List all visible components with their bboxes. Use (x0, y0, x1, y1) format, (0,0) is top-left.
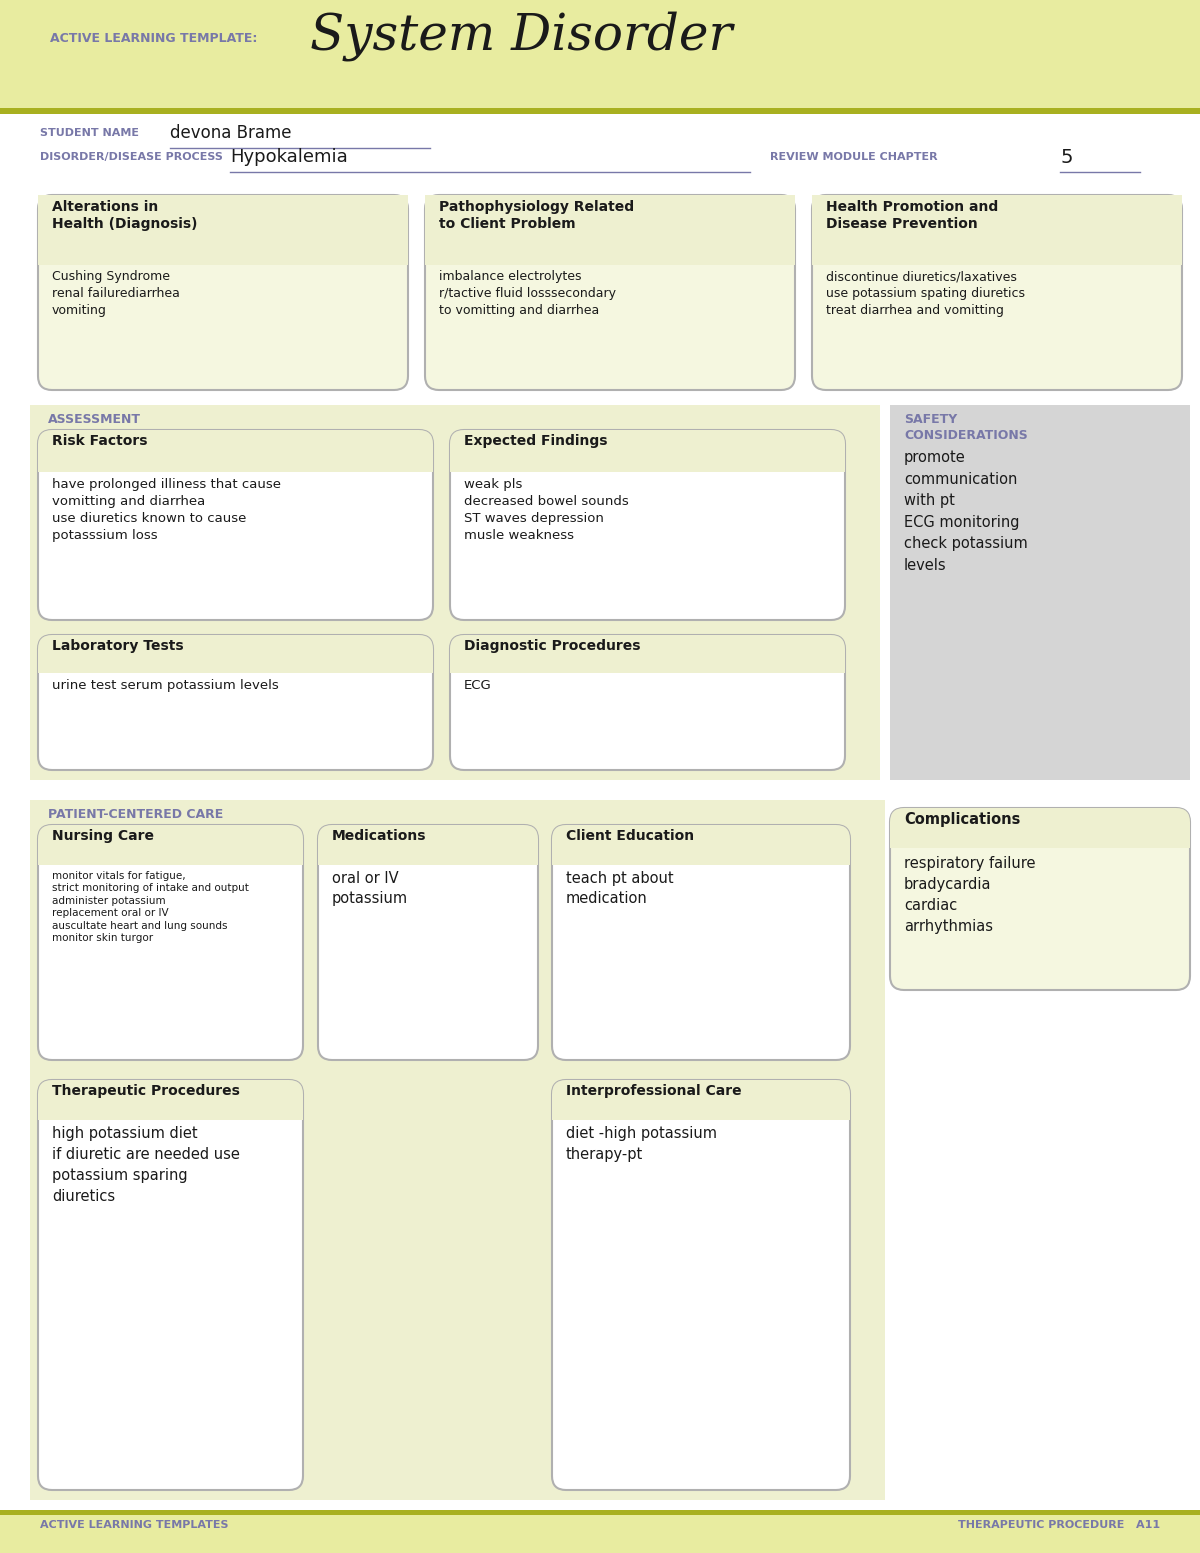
FancyBboxPatch shape (38, 196, 408, 390)
Bar (0, 1510, 1200, 1516)
Text: devona Brame: devona Brame (170, 124, 292, 141)
FancyBboxPatch shape (38, 635, 433, 672)
Text: diet -high potassium
therapy-pt: diet -high potassium therapy-pt (566, 1126, 718, 1162)
Text: System Disorder: System Disorder (310, 11, 732, 61)
Bar (552, 839, 850, 865)
Bar (0, 0, 1200, 109)
Bar (38, 649, 433, 672)
Text: Client Education: Client Education (566, 829, 694, 843)
Text: Therapeutic Procedures: Therapeutic Procedures (52, 1084, 240, 1098)
Bar (30, 800, 886, 1500)
Text: have prolonged illiness that cause
vomitting and diarrhea
use diuretics known to: have prolonged illiness that cause vomit… (52, 478, 281, 542)
FancyBboxPatch shape (425, 196, 796, 266)
Text: Nursing Care: Nursing Care (52, 829, 154, 843)
Text: Risk Factors: Risk Factors (52, 433, 148, 447)
Text: Pathophysiology Related
to Client Problem: Pathophysiology Related to Client Proble… (439, 200, 634, 231)
Bar (38, 1093, 302, 1120)
Bar (318, 839, 538, 865)
Text: oral or IV
potassium: oral or IV potassium (332, 871, 408, 905)
Text: Interprofessional Care: Interprofessional Care (566, 1084, 742, 1098)
Text: SAFETY
CONSIDERATIONS: SAFETY CONSIDERATIONS (904, 413, 1027, 443)
Bar (38, 839, 302, 865)
FancyBboxPatch shape (450, 635, 845, 672)
FancyBboxPatch shape (38, 430, 433, 620)
FancyBboxPatch shape (38, 430, 433, 472)
Text: monitor vitals for fatigue,
strict monitoring of intake and output
administer po: monitor vitals for fatigue, strict monit… (52, 871, 248, 943)
Text: DISORDER/DISEASE PROCESS: DISORDER/DISEASE PROCESS (40, 152, 223, 162)
FancyBboxPatch shape (890, 808, 1190, 848)
Text: Complications: Complications (904, 812, 1020, 828)
Bar (425, 196, 796, 266)
FancyBboxPatch shape (450, 430, 845, 472)
Text: Hypokalemia: Hypokalemia (230, 148, 348, 166)
FancyBboxPatch shape (425, 196, 796, 390)
Text: promote
communication
with pt
ECG monitoring
check potassium
levels: promote communication with pt ECG monito… (904, 450, 1027, 573)
Text: REVIEW MODULE CHAPTER: REVIEW MODULE CHAPTER (770, 152, 937, 162)
Bar (450, 444, 845, 472)
Bar (450, 649, 845, 672)
FancyBboxPatch shape (318, 825, 538, 865)
Text: STUDENT NAME: STUDENT NAME (40, 127, 139, 138)
Text: Health Promotion and
Disease Prevention: Health Promotion and Disease Prevention (826, 200, 998, 231)
FancyBboxPatch shape (38, 1079, 302, 1120)
FancyBboxPatch shape (552, 1079, 850, 1120)
Bar (0, 109, 1200, 113)
Bar (0, 1510, 1200, 1553)
Bar (30, 405, 880, 780)
FancyBboxPatch shape (38, 825, 302, 865)
Text: THERAPEUTIC PROCEDURE   A11: THERAPEUTIC PROCEDURE A11 (958, 1520, 1160, 1530)
Text: high potassium diet
if diuretic are needed use
potassium sparing
diuretics: high potassium diet if diuretic are need… (52, 1126, 240, 1204)
Text: imbalance electrolytes
r/tactive fluid losssecondary
to vomitting and diarrhea: imbalance electrolytes r/tactive fluid l… (439, 270, 616, 317)
Text: ACTIVE LEARNING TEMPLATE:: ACTIVE LEARNING TEMPLATE: (50, 31, 257, 45)
Text: ECG: ECG (464, 679, 492, 693)
Bar (552, 1093, 850, 1120)
FancyBboxPatch shape (552, 825, 850, 865)
Text: Diagnostic Procedures: Diagnostic Procedures (464, 638, 641, 652)
FancyBboxPatch shape (450, 430, 845, 620)
FancyBboxPatch shape (890, 808, 1190, 989)
Text: weak pls
decreased bowel sounds
ST waves depression
musle weakness: weak pls decreased bowel sounds ST waves… (464, 478, 629, 542)
Text: PATIENT-CENTERED CARE: PATIENT-CENTERED CARE (48, 808, 223, 822)
Text: 5: 5 (1060, 148, 1073, 168)
Text: Expected Findings: Expected Findings (464, 433, 607, 447)
Text: Medications: Medications (332, 829, 426, 843)
FancyBboxPatch shape (552, 825, 850, 1061)
FancyBboxPatch shape (38, 825, 302, 1061)
FancyBboxPatch shape (812, 196, 1182, 266)
Text: Laboratory Tests: Laboratory Tests (52, 638, 184, 652)
FancyBboxPatch shape (552, 1079, 850, 1489)
Text: respiratory failure
bradycardia
cardiac
arrhythmias: respiratory failure bradycardia cardiac … (904, 856, 1036, 933)
Bar (890, 405, 1190, 780)
Bar (812, 196, 1182, 266)
FancyBboxPatch shape (318, 825, 538, 1061)
FancyBboxPatch shape (812, 196, 1182, 390)
Bar (38, 196, 408, 266)
FancyBboxPatch shape (450, 635, 845, 770)
Text: urine test serum potassium levels: urine test serum potassium levels (52, 679, 278, 693)
Bar (890, 822, 1190, 848)
Text: ASSESSMENT: ASSESSMENT (48, 413, 142, 426)
Text: Cushing Syndrome
renal failurediarrhea
vomiting: Cushing Syndrome renal failurediarrhea v… (52, 270, 180, 317)
Text: ACTIVE LEARNING TEMPLATES: ACTIVE LEARNING TEMPLATES (40, 1520, 228, 1530)
Text: discontinue diuretics/laxatives
use potassium spating diuretics
treat diarrhea a: discontinue diuretics/laxatives use pota… (826, 270, 1025, 317)
FancyBboxPatch shape (38, 196, 408, 266)
Text: Alterations in
Health (Diagnosis): Alterations in Health (Diagnosis) (52, 200, 198, 231)
Text: teach pt about
medication: teach pt about medication (566, 871, 673, 905)
FancyBboxPatch shape (38, 635, 433, 770)
FancyBboxPatch shape (38, 1079, 302, 1489)
Bar (38, 444, 433, 472)
